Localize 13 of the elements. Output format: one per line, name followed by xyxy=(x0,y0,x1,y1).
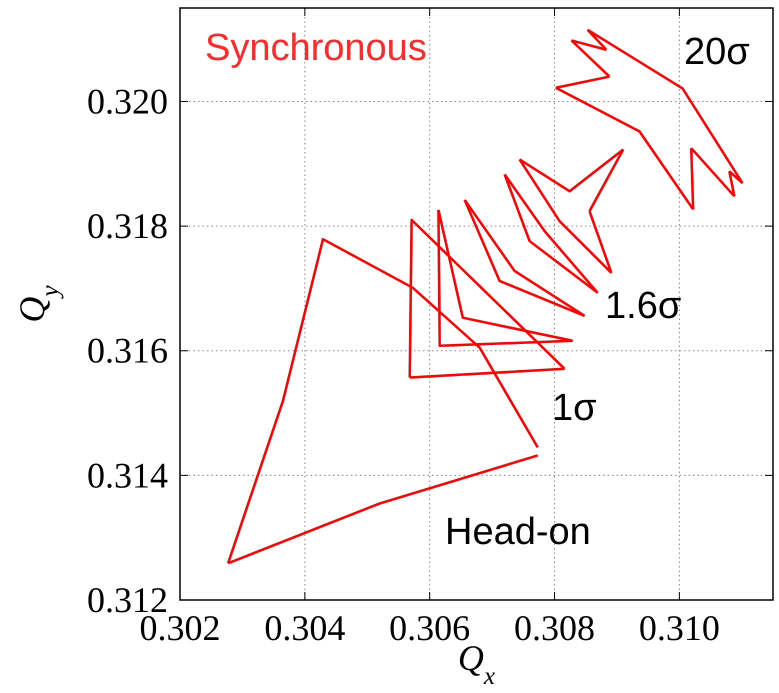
x-tick-label: 0.306 xyxy=(389,608,470,648)
y-tick-label: 0.318 xyxy=(87,206,168,246)
text: Synchronous xyxy=(205,27,427,69)
x-tick-label: 0.310 xyxy=(638,608,720,648)
annotation: 1.6σ xyxy=(605,285,682,327)
annotation: Head-on xyxy=(445,511,591,553)
x-tick-label: 0.308 xyxy=(514,608,596,648)
y-tick-label: 0.320 xyxy=(87,81,168,122)
y-tick-label: 0.316 xyxy=(87,330,168,371)
y-tick-label: 0.314 xyxy=(87,455,168,496)
annotation: 20σ xyxy=(684,31,750,73)
x-tick-label: 0.304 xyxy=(264,608,346,648)
annotation: 1σ xyxy=(552,387,597,429)
